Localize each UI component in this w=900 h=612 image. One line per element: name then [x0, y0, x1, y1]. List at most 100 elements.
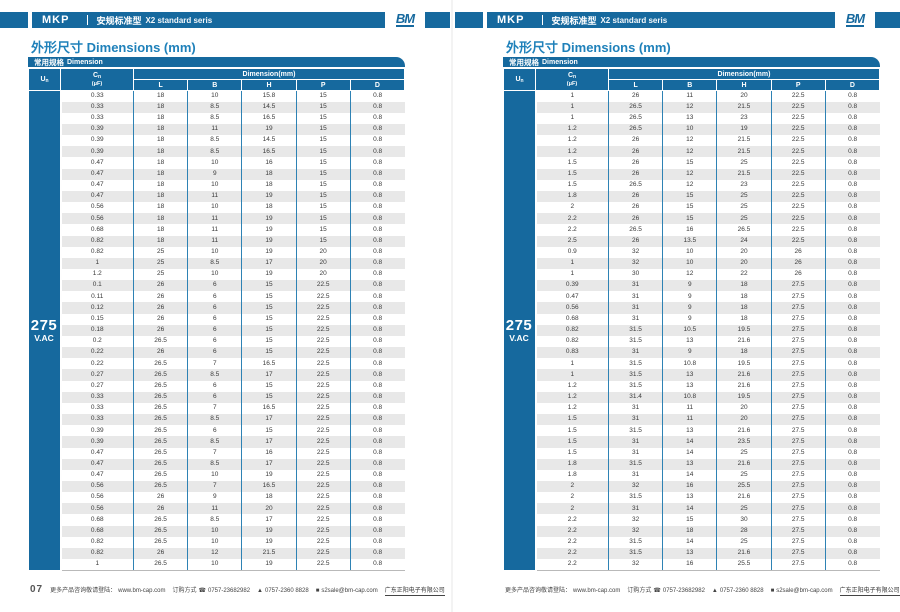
table-row: 0.47 31 9 18 27.5 0.8 — [504, 291, 880, 303]
footer-promo-text: 更多产品咨询敬请登陆： — [505, 588, 572, 594]
dimension-value: 24 — [716, 235, 772, 247]
header-bar: MKP 安规标准型 X2 standard seris — [32, 12, 385, 28]
table-row: 0.47 26.5 8.5 17 22.5 0.8 — [29, 458, 405, 470]
table-row: 0.68 26.5 8.5 17 22.5 0.8 — [29, 514, 405, 526]
dimension-value: 0.8 — [824, 213, 880, 225]
dimension-value: 0.8 — [349, 559, 405, 571]
dimension-value: 27.5 — [770, 559, 826, 571]
table-row: 1 26.5 10 19 22.5 0.8 — [29, 559, 405, 571]
table-row: 1.2 26.5 10 19 22.5 0.8 — [504, 123, 880, 136]
dimension-value: 22.5 — [770, 146, 826, 158]
column-header-b: B — [662, 79, 718, 91]
table-row: 2 31 14 25 27.5 0.8 — [504, 503, 880, 515]
dimension-value: 0.8 — [349, 347, 405, 359]
dimension-value: 0.8 — [349, 213, 405, 225]
dimension-value: 1 — [535, 369, 609, 381]
dimension-value: 0.56 — [60, 213, 134, 225]
column-group-dimension: Dimension(mm) — [608, 68, 880, 80]
dimension-value: 18 — [716, 280, 772, 292]
footer-phone-number: 0757-23682982 — [662, 588, 705, 594]
dimension-value: 15 — [295, 112, 351, 124]
dimension-value: 0.8 — [824, 492, 880, 504]
dimension-value: 12 — [662, 168, 717, 180]
dimension-value: 27.5 — [770, 369, 826, 381]
dimension-value: 26 — [132, 492, 188, 504]
footer-fax: ▲ 0757-2360 8828 — [257, 588, 309, 594]
footer-order-label: 订购方式 — [627, 588, 652, 594]
dimension-value: 0.8 — [824, 559, 880, 571]
dimension-value: 8.5 — [187, 414, 242, 426]
dimension-value: 18 — [716, 291, 772, 303]
column-header-h: H — [716, 79, 772, 91]
dimension-value: 14 — [662, 469, 717, 481]
dimension-value: 18 — [241, 179, 297, 191]
dimension-value: 1 — [535, 101, 609, 113]
footer-website-url: www.bm-cap.com — [118, 588, 166, 594]
dimension-value: 0.39 — [90, 426, 104, 434]
dimension-value: 15 — [295, 101, 351, 113]
dimension-value: 15 — [295, 157, 351, 169]
dimension-value: 0.33 — [90, 92, 104, 100]
dimension-value: 0.8 — [349, 269, 405, 281]
dimension-value: 10 — [187, 246, 242, 258]
dimension-value: 26.5 — [607, 112, 663, 124]
dimension-value: 22.5 — [295, 436, 351, 448]
dimension-value: 0.8 — [349, 157, 405, 169]
footer-promo: 更多产品咨询敬请登陆： www.bm-cap.com — [50, 585, 165, 594]
table-row: 1.5 26 15 25 22.5 0.8 — [504, 157, 880, 169]
dimension-value: 9 — [662, 347, 717, 359]
dimension-value: 25 — [716, 536, 772, 548]
dimension-value: 1.5 — [535, 414, 609, 426]
footer-email-address: s2sale@bm-cap.com — [776, 588, 833, 594]
dimension-value: 13.5 — [662, 235, 717, 247]
dimension-value: 9 — [662, 291, 717, 303]
dimension-value: 22.5 — [770, 112, 826, 124]
table-row: 2.5 26 13.5 24 22.5 0.8 — [504, 235, 880, 247]
dimension-value: 0.8 — [824, 246, 880, 258]
header-tail-block — [875, 12, 900, 28]
dimension-value: 13 — [662, 112, 717, 124]
dimension-value: 21.6 — [716, 369, 772, 381]
dimension-value: 19 — [241, 536, 297, 548]
dimension-value: 25 — [132, 257, 188, 269]
dimension-value: 26.5 — [132, 525, 188, 537]
dimension-value: 23.5 — [716, 436, 772, 448]
dimension-value: 22.5 — [770, 123, 826, 136]
dimension-value: 0.8 — [824, 369, 880, 381]
dimension-value: 0.8 — [349, 235, 405, 247]
dimension-value: 22.5 — [295, 503, 351, 515]
dimension-value: 22.5 — [295, 492, 351, 504]
dimension-value: 22.5 — [295, 425, 351, 437]
dimension-value: 27.5 — [770, 447, 826, 459]
dimension-value: 26 — [132, 280, 188, 292]
dimension-value: 0.33 — [60, 414, 134, 426]
dimension-value: 7 — [187, 402, 242, 415]
dimension-value: 15 — [662, 190, 717, 203]
dimension-value: 22.5 — [295, 291, 351, 303]
dimension-value: 8.5 — [187, 436, 242, 448]
dimension-value: 0.39 — [60, 436, 134, 448]
dimension-value: 12 — [662, 269, 717, 281]
email-icon: ■ — [770, 588, 775, 594]
dimension-value: 31 — [607, 447, 663, 459]
table-row: 0.39 18 8.5 16.5 15 0.8 — [29, 146, 405, 158]
dimension-value: 1 — [570, 270, 575, 278]
dimension-value: 0.8 — [349, 402, 405, 415]
dimension-value: 1.2 — [567, 136, 577, 144]
dimension-value: 26.5 — [607, 224, 663, 236]
dimension-value: 11 — [187, 190, 242, 203]
table-row: 0.33 26.5 6 15 22.5 0.8 — [29, 391, 405, 403]
dimension-value: 18 — [132, 123, 188, 136]
dimension-value: 25 — [716, 503, 772, 515]
dimension-value: 31 — [607, 291, 663, 303]
table-subheader-row: L B H P D — [29, 79, 406, 91]
dimension-value: 31 — [607, 414, 663, 426]
dimension-value: 15 — [295, 135, 351, 147]
dimension-value: 15 — [662, 157, 717, 169]
footer-fax: ▲ 0757-2360 8828 — [712, 588, 764, 594]
dimension-value: 15 — [241, 324, 297, 336]
table-row: 2.2 32 18 28 27.5 0.8 — [504, 525, 880, 537]
dimension-value: 0.8 — [349, 391, 405, 403]
dimension-value: 27.5 — [770, 536, 826, 548]
dimension-value: 0.8 — [349, 257, 405, 269]
